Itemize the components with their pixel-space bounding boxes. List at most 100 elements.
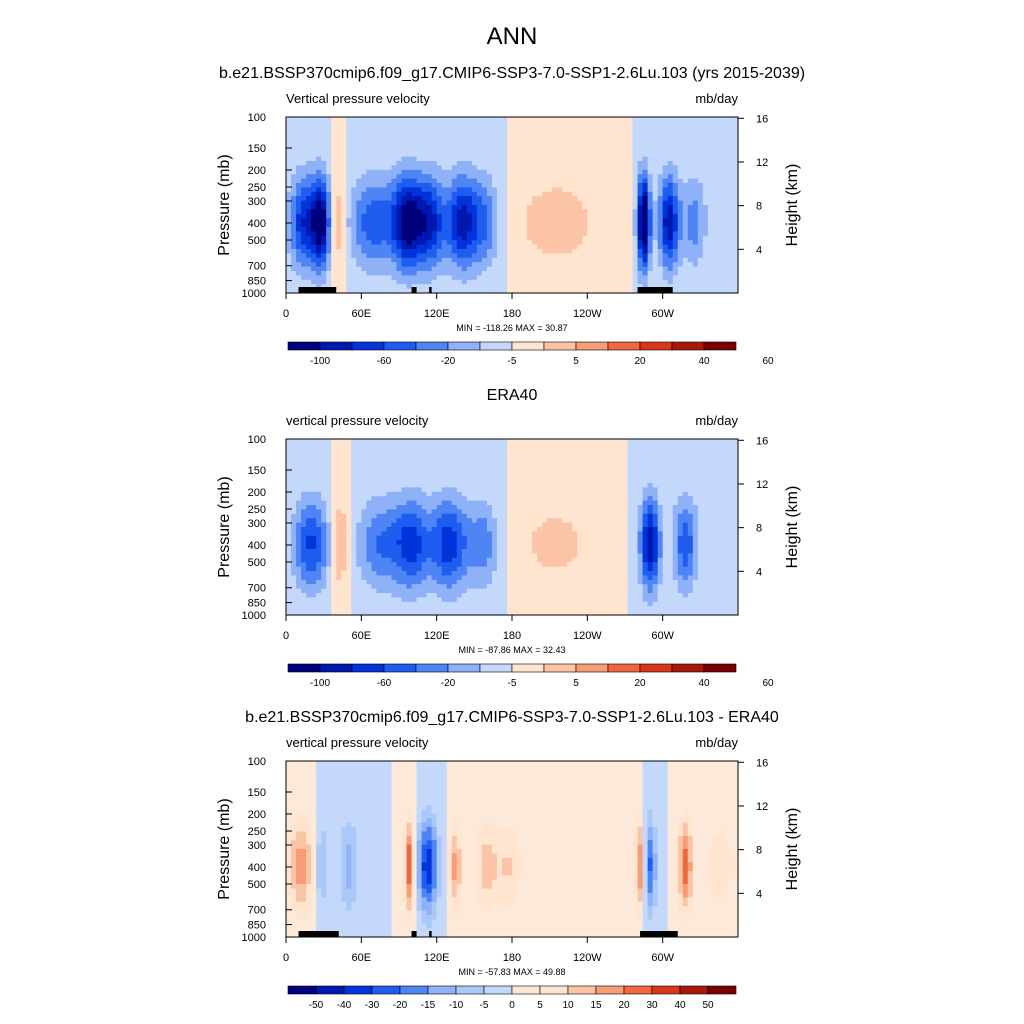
contour-cell bbox=[582, 275, 588, 281]
contour-cell bbox=[532, 174, 538, 180]
contour-cell bbox=[532, 439, 538, 444]
contour-cell bbox=[722, 240, 729, 246]
contour-cell bbox=[587, 288, 593, 294]
contour-cell bbox=[451, 152, 458, 158]
contour-cell bbox=[396, 169, 403, 175]
contour-cell bbox=[617, 161, 624, 166]
contour-cell bbox=[552, 130, 558, 136]
contour-cell bbox=[421, 469, 428, 475]
y-tick-label: 200 bbox=[248, 165, 266, 177]
contour-cell bbox=[702, 121, 709, 127]
contour-cell bbox=[587, 266, 593, 272]
contour-cell bbox=[707, 244, 714, 250]
contour-cell bbox=[647, 169, 654, 175]
contour-cell bbox=[476, 205, 483, 210]
contour-cell bbox=[612, 275, 619, 281]
contour-cell bbox=[456, 152, 463, 158]
contour-cell bbox=[496, 169, 503, 175]
contour-cell bbox=[622, 222, 629, 228]
contour-cell bbox=[411, 139, 418, 144]
contour-cell bbox=[441, 130, 448, 136]
contour-cell bbox=[602, 244, 609, 250]
contour-cell bbox=[692, 447, 699, 453]
contour-cell bbox=[522, 253, 528, 259]
contour-cell bbox=[296, 500, 302, 506]
contour-cell bbox=[582, 487, 588, 493]
contour-cell bbox=[622, 491, 629, 497]
contour-cell bbox=[341, 452, 347, 458]
contour-cell bbox=[697, 288, 704, 294]
contour-cell bbox=[406, 275, 413, 281]
contour-cell bbox=[431, 169, 438, 175]
contour-cell bbox=[677, 121, 684, 127]
contour-cell bbox=[722, 178, 729, 184]
contour-cell bbox=[386, 165, 393, 171]
contour-cell bbox=[496, 447, 503, 453]
contour-cell bbox=[331, 130, 337, 136]
contour-cell bbox=[361, 205, 367, 210]
contour-cell bbox=[682, 253, 689, 259]
contour-cell bbox=[722, 275, 729, 281]
contour-cell bbox=[386, 452, 393, 458]
contour-cell bbox=[562, 266, 568, 272]
contour-cell bbox=[637, 240, 644, 246]
contour-cell bbox=[371, 439, 377, 444]
contour-cell bbox=[471, 222, 478, 228]
contour-cell bbox=[501, 152, 508, 158]
contour-cell bbox=[717, 461, 724, 466]
contour-cell bbox=[722, 205, 729, 210]
contour-cell bbox=[672, 143, 679, 149]
contour-cell bbox=[567, 443, 573, 449]
contour-cell bbox=[712, 240, 719, 246]
contour-cell bbox=[622, 262, 629, 268]
contour-cell bbox=[326, 461, 332, 466]
contour-cell bbox=[672, 200, 679, 206]
contour-cell bbox=[652, 257, 659, 263]
contour-cell bbox=[361, 196, 367, 202]
contour-cell bbox=[296, 187, 302, 193]
contour-cell bbox=[702, 196, 709, 202]
contour-cell bbox=[687, 235, 694, 241]
contour-cell bbox=[311, 279, 317, 285]
contour-cell bbox=[476, 469, 483, 475]
contour-cell bbox=[567, 231, 573, 237]
contour-cell bbox=[712, 191, 719, 197]
contour-cell bbox=[512, 487, 518, 493]
contour-cell bbox=[416, 284, 423, 290]
contour-cell bbox=[321, 465, 327, 471]
contour-cell bbox=[537, 152, 543, 158]
contour-cell bbox=[401, 262, 408, 268]
contour-cell bbox=[381, 266, 388, 272]
contour-cell bbox=[552, 222, 558, 228]
contour-cell bbox=[376, 478, 383, 484]
contour-cell bbox=[607, 191, 614, 197]
contour-cell bbox=[532, 205, 538, 210]
contour-cell bbox=[622, 218, 629, 224]
contour-cell bbox=[667, 205, 674, 210]
contour-cell bbox=[627, 222, 634, 228]
contour-cell bbox=[557, 500, 563, 506]
contour-cell bbox=[416, 288, 423, 294]
contour-cell bbox=[381, 143, 388, 149]
contour-cell bbox=[441, 439, 448, 444]
contour-cell bbox=[712, 218, 719, 224]
contour-cell bbox=[597, 191, 603, 197]
contour-cell bbox=[341, 183, 347, 188]
contour-cell bbox=[592, 213, 598, 219]
contour-cell bbox=[491, 117, 498, 122]
contour-cell bbox=[542, 469, 548, 475]
contour-cell bbox=[386, 130, 393, 136]
contour-cell bbox=[512, 165, 518, 171]
contour-cell bbox=[647, 465, 654, 471]
contour-cell bbox=[532, 196, 538, 202]
contour-cell bbox=[537, 156, 543, 162]
contour-cell bbox=[687, 275, 694, 281]
contour-cell bbox=[416, 130, 423, 136]
contour-cell bbox=[411, 196, 418, 202]
contour-cell bbox=[486, 288, 493, 294]
contour-cell bbox=[416, 439, 423, 444]
contour-cell bbox=[356, 447, 362, 453]
contour-cell bbox=[491, 161, 498, 166]
contour-cell bbox=[311, 443, 317, 449]
contour-cell bbox=[481, 121, 488, 127]
